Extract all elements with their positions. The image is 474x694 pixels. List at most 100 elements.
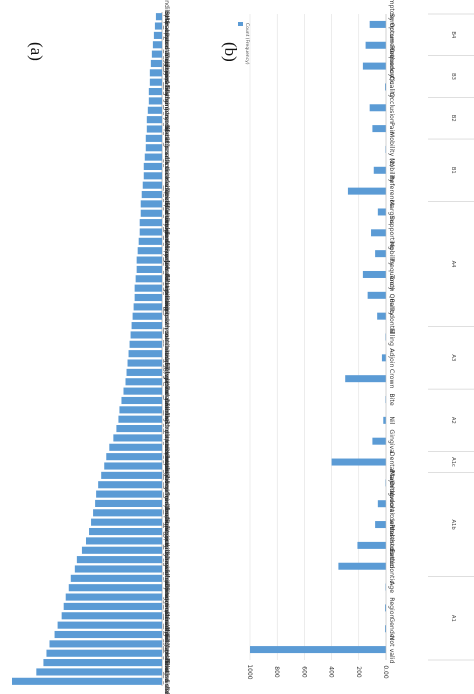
category-label-a-40: torus (163, 299, 170, 315)
category-label-a-55: crossbite (163, 152, 170, 180)
bar-a-11 (70, 574, 162, 582)
bar-a-62 (148, 97, 162, 105)
bar-a-3 (46, 649, 162, 657)
group-label-b-3: A2 (450, 417, 456, 424)
bar-a-66 (150, 59, 162, 68)
bar-a-20 (96, 490, 162, 498)
category-label-a-24: tooth_wear (163, 439, 170, 474)
bar-b-5-4 (371, 229, 386, 237)
category-label-a-53: cracked_tooth (163, 163, 170, 207)
category-label-a-60: bone_undercut (163, 97, 170, 144)
category-label-a-68: seasons_line (163, 25, 170, 64)
tick-label-b-5: 1000 (246, 664, 253, 679)
category-label-b-9-1: Symptom Occurrence (388, 0, 395, 58)
bar-a-26 (113, 434, 162, 442)
category-label-a-69: mandibular_appearance_size (163, 0, 170, 81)
category-label-b-7-1: Occlusion (388, 93, 395, 123)
bar-a-63 (148, 88, 162, 96)
bar-a-51 (140, 200, 162, 208)
bar-a-70 (154, 22, 162, 30)
bar-b-3-0 (372, 437, 386, 445)
category-label-a-61: arrangement (163, 90, 170, 131)
bar-b-4-0 (345, 375, 386, 383)
category-label-a-27: restoration_with_the_occlusal_pl (163, 379, 170, 479)
category-label-a-42: furcation_marking (163, 260, 170, 316)
tick-label-b-3: 600 (300, 666, 307, 678)
category-label-a-65: child_root_fill (163, 53, 170, 94)
tick-label-b-4: 800 (273, 666, 280, 678)
category-label-a-50: vertical_dimension (163, 184, 170, 242)
bar-a-12 (74, 565, 162, 573)
category-label-b-1-2: Orthodontic with restoration (388, 481, 395, 569)
bar-a-43 (135, 275, 162, 283)
category-label-a-66: space_tooth_gingival_margin (163, 18, 170, 108)
category-label-a-33: oral_hygiene (163, 353, 170, 393)
category-label-a-67: fractured_clasp_arms (163, 21, 170, 87)
bar-a-65 (149, 69, 162, 77)
legend-swatch (238, 22, 243, 26)
category-label-a-47: residual_crown (163, 218, 170, 264)
bar-b-5-5 (377, 208, 386, 216)
bar-b-6-0 (347, 187, 386, 195)
category-label-a-71: BMI (163, 11, 170, 23)
bar-b-9-1 (369, 20, 386, 28)
category-label-b-3-0: Gingiva (388, 429, 395, 453)
category-label-a-18: restoration (163, 496, 170, 530)
bar-b-1-3 (377, 500, 386, 508)
bar-a-27 (116, 425, 162, 433)
bar-a-8 (63, 602, 162, 610)
legend-label: Count (Frequency) (244, 23, 250, 65)
category-label-b-0-3: Age (388, 581, 395, 593)
category-label-b-3-1: Nil (388, 416, 395, 424)
category-label-a-30: dental_calculus (163, 377, 170, 425)
bar-b-4-1 (381, 354, 386, 362)
category-label-a-45: anteroposterior_jaw_relationship (163, 210, 170, 311)
category-label-a-54: soft_tissue_lips (163, 153, 170, 200)
bar-a-52 (141, 190, 162, 199)
bar-a-4 (49, 640, 162, 648)
bar-b-1-0 (338, 562, 386, 570)
tick-label-b-2: 400 (328, 666, 335, 678)
bar-a-13 (76, 556, 162, 564)
bar-a-32 (125, 378, 162, 386)
category-label-a-32: gingival_fistula (163, 359, 170, 406)
panel-a-label: (a) (27, 42, 46, 61)
bar-b-5-2 (362, 270, 386, 278)
bar-a-57 (145, 144, 162, 152)
category-label-a-29: porcelain_fracture (163, 382, 170, 438)
panel-b-group-dividers (385, 13, 474, 661)
bar-a-69 (153, 31, 162, 39)
category-label-b-6-2: Mobility (2) (388, 132, 395, 167)
bar-a-6 (57, 621, 162, 629)
group-label-b-7: B2 (450, 115, 456, 122)
category-label-a-39: artificial_tooth_wear (163, 285, 170, 348)
category-label-a-21: periodontal_bone_mechanism (163, 438, 170, 531)
bar-a-23 (104, 462, 162, 470)
category-label-b-0-2: Region (388, 597, 395, 618)
bar-b-9-0 (365, 41, 386, 49)
bar-a-49 (139, 219, 162, 227)
bar-a-30 (121, 396, 162, 405)
bar-a-50 (140, 209, 162, 217)
category-label-b-4-1: Adjoin (388, 348, 395, 367)
category-label-a-44: maxillary_jaw_relationship (163, 229, 170, 311)
group-label-b-6: B1 (450, 167, 456, 174)
category-label-a-14: gingival_recession (163, 522, 170, 579)
category-label-a-10: caries (163, 578, 170, 597)
bar-a-42 (134, 284, 162, 292)
group-label-b-8: B3 (450, 73, 456, 80)
category-label-a-34: overjet (163, 352, 170, 374)
bar-a-61 (147, 106, 162, 114)
bar-a-40 (133, 303, 162, 311)
category-label-a-59: tip (163, 125, 170, 133)
category-label-b-5-3: Mobility (388, 242, 395, 267)
bar-a-21 (98, 481, 162, 489)
category-label-a-58: dilatation (163, 124, 170, 153)
category-label-a-8: filling_material (163, 584, 170, 630)
bar-a-24 (106, 453, 162, 461)
category-label-a-1: tooth_related_defect (163, 640, 170, 694)
bar-a-9 (65, 593, 162, 601)
category-label-a-63: gingival_symmetry (163, 62, 170, 121)
panel-a-category-labels: filling_distancetooth_related_defectpain… (163, 0, 170, 694)
